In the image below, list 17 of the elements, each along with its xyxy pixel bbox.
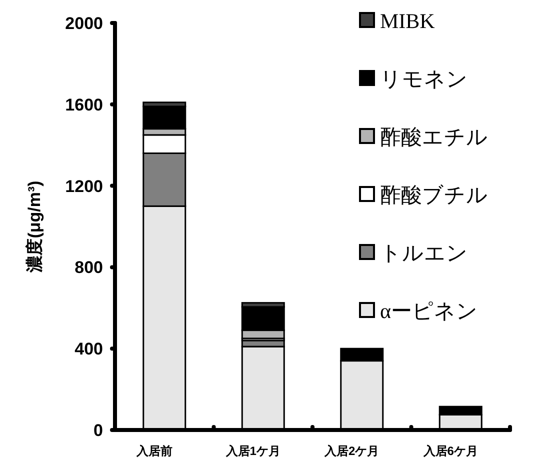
y-tick-label: 400 <box>74 340 103 359</box>
y-tick-label: 1200 <box>65 176 103 196</box>
y-tick-label: 1600 <box>65 95 103 114</box>
y-tick-label: 2000 <box>65 14 103 33</box>
legend-label: MIBK <box>380 9 435 33</box>
y-tick-label: 0 <box>94 421 103 440</box>
y-axis-title: 濃度(μg/m³) <box>25 180 44 274</box>
x-tick-label: 入居2ケ月 <box>324 444 380 458</box>
legend-label: αーピネン <box>380 299 478 323</box>
legend-label: トルエン <box>380 241 468 265</box>
x-tick-label: 入居1ケ月 <box>224 444 280 458</box>
x-tick-label: 入居前 <box>135 444 172 458</box>
legend-label: リモネン <box>380 67 468 91</box>
legend-label: 酢酸ブチル <box>380 183 488 207</box>
y-tick-label: 800 <box>74 258 103 278</box>
x-tick-label: 入居6ケ月 <box>422 444 478 458</box>
legend-label: 酢酸エチル <box>380 125 488 149</box>
